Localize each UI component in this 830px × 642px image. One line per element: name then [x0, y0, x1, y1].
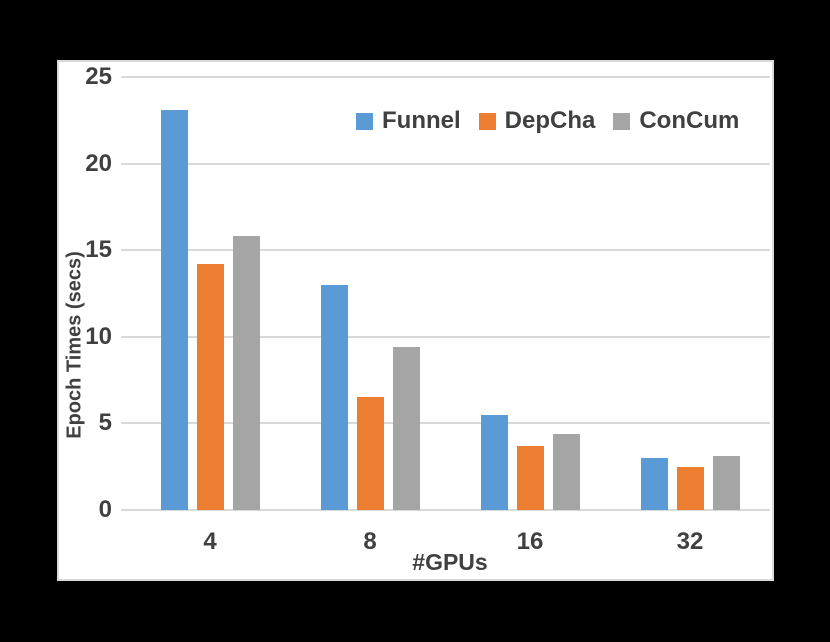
bar-depcha [196, 264, 224, 510]
legend-item-concum: ConCum [613, 107, 740, 134]
gridline [130, 335, 770, 338]
x-axis-line [130, 509, 770, 511]
y-axis-tick [121, 422, 130, 425]
y-axis-tick [121, 249, 130, 252]
legend-color-icon [478, 112, 496, 130]
legend-item-depcha: DepCha [478, 107, 596, 134]
legend: Funnel DepCha ConCum [356, 107, 740, 134]
y-axis-tick [121, 162, 130, 165]
bar-depcha [356, 397, 384, 510]
bar-chart-panel: Epoch Times (secs) Funnel DepCha ConCum #G… [57, 60, 774, 581]
y-tick-label: 20 [85, 149, 112, 177]
bar-funnel [640, 458, 668, 510]
bar-concum [392, 347, 420, 510]
bar-funnel [160, 109, 188, 510]
bar-concum [232, 236, 260, 510]
gridline [130, 249, 770, 252]
bar-funnel [480, 414, 508, 510]
bar-group [130, 77, 290, 510]
x-tick-label: 4 [203, 528, 217, 555]
y-tick-label: 0 [98, 496, 112, 523]
bar-depcha [516, 445, 544, 510]
legend-color-icon [613, 112, 631, 130]
bar-depcha [676, 466, 704, 510]
y-tick-label: 15 [85, 236, 112, 264]
x-tick-label: 32 [676, 528, 704, 555]
y-tick-label: 5 [98, 409, 112, 437]
bar-group [290, 77, 450, 510]
x-axis-title: #GPUs [412, 549, 488, 575]
x-tick-label: 8 [363, 528, 377, 555]
y-axis-tick [121, 509, 130, 511]
x-tick-label: 16 [516, 528, 544, 555]
bar-group [610, 77, 770, 510]
legend-label: Funnel [382, 107, 461, 134]
gridline [130, 76, 770, 78]
bar-concum [712, 456, 740, 510]
bar-group [450, 77, 610, 510]
y-tick-label: 10 [85, 322, 112, 350]
legend-label: ConCum [639, 107, 740, 134]
y-axis-tick [121, 335, 130, 338]
legend-color-icon [356, 112, 373, 130]
bar-funnel [320, 284, 348, 510]
legend-label: DepCha [504, 107, 596, 134]
bar-concum [552, 433, 580, 510]
gridline [130, 162, 770, 165]
legend-item-funnel: Funnel [356, 107, 461, 134]
y-tick-label: 25 [85, 63, 112, 90]
gridline [130, 422, 770, 425]
y-axis-tick [121, 76, 130, 78]
